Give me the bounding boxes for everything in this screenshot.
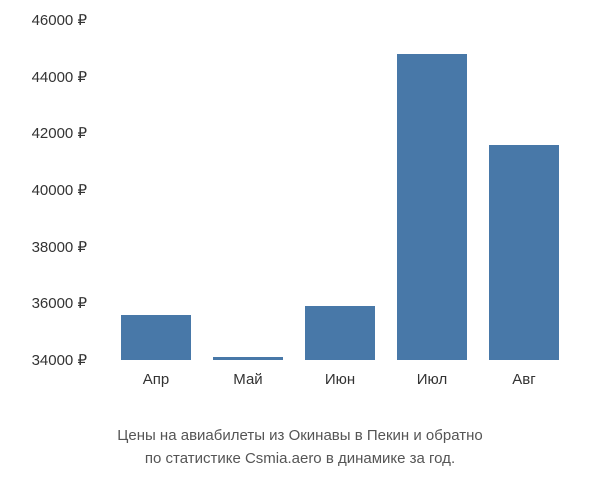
- bars-group: [95, 20, 585, 360]
- bar: [213, 357, 283, 360]
- x-axis-label: Авг: [489, 371, 559, 388]
- y-axis-label: 36000 ₽: [32, 294, 87, 312]
- bar: [397, 54, 467, 360]
- chart-caption: Цены на авиабилеты из Окинавы в Пекин и …: [0, 425, 600, 470]
- caption-line-2: по статистике Csmia.aero в динамике за г…: [145, 450, 455, 467]
- caption-line-1: Цены на авиабилеты из Окинавы в Пекин и …: [117, 427, 482, 444]
- x-axis: Апр Май Июн Июл Авг: [95, 371, 585, 388]
- y-axis-label: 42000 ₽: [32, 124, 87, 142]
- y-axis-label: 46000 ₽: [32, 11, 87, 29]
- y-axis-label: 40000 ₽: [32, 181, 87, 199]
- x-axis-label: Апр: [121, 371, 191, 388]
- x-axis-label: Май: [213, 371, 283, 388]
- y-axis-label: 38000 ₽: [32, 238, 87, 256]
- y-axis-label: 44000 ₽: [32, 68, 87, 86]
- chart-container: 34000 ₽ 36000 ₽ 38000 ₽ 40000 ₽ 42000 ₽ 44000…: [0, 20, 600, 400]
- bar: [489, 145, 559, 360]
- y-axis: 34000 ₽ 36000 ₽ 38000 ₽ 40000 ₽ 42000 ₽ 44000…: [0, 20, 95, 400]
- x-axis-label: Июл: [397, 371, 467, 388]
- x-axis-label: Июн: [305, 371, 375, 388]
- y-axis-label: 34000 ₽: [32, 351, 87, 369]
- bar: [305, 306, 375, 360]
- bar: [121, 315, 191, 360]
- plot-area: [95, 20, 585, 360]
